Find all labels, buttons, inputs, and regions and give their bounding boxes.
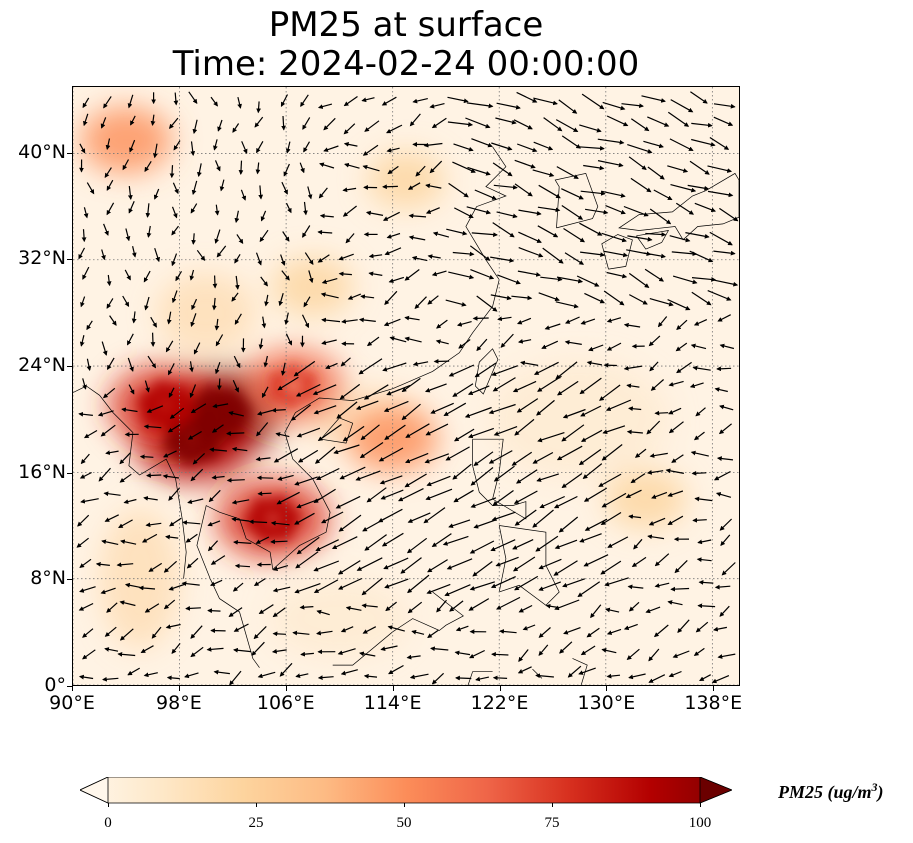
lon-tick-label: 130°E [577, 692, 636, 714]
colorbar-tick-mark [700, 803, 701, 807]
colorbar-tick-mark [552, 803, 553, 807]
lat-tick-label: 32°N [18, 247, 66, 270]
lon-tick-mark [713, 686, 715, 691]
colorbar-tick-mark [108, 803, 109, 807]
lon-tick-label: 90°E [49, 692, 95, 714]
colorbar-tick-label: 50 [396, 815, 412, 831]
coastlines [73, 146, 739, 685]
lon-tick-label: 114°E [363, 692, 422, 714]
colorbar-tick-label: 0 [104, 815, 112, 831]
wind-vectors [76, 91, 739, 685]
lon-tick-mark [392, 686, 394, 691]
colorbar-tick-label: 100 [688, 815, 712, 831]
colorbar-tick-label: 25 [248, 815, 264, 831]
pm25-region-cambodia [216, 478, 330, 560]
lon-tick-mark [499, 686, 501, 691]
colorbar-tick-mark [404, 803, 405, 807]
pm25-region-guangxi [241, 349, 344, 423]
map-title: PM25 at surface [268, 5, 544, 45]
lat-tick-label: 0° [44, 674, 66, 696]
lat-tick-mark [67, 366, 72, 367]
lat-tick-label: 24°N [18, 354, 66, 376]
lon-tick-label: 122°E [470, 692, 529, 714]
lon-tick-mark [72, 686, 73, 691]
pm25-region-yangtze [272, 256, 354, 316]
lat-tick-label: 16°N [18, 460, 66, 483]
lon-tick-mark [606, 686, 608, 691]
lon-tick-mark [285, 686, 287, 691]
colorbar-min-extend [80, 777, 109, 804]
lon-tick-mark [178, 686, 180, 691]
lat-tick-mark [67, 152, 72, 154]
colorbar-max-extend [699, 777, 732, 804]
colorbar-tick-mark [256, 803, 257, 807]
map-panel [72, 86, 740, 686]
lat-tick-mark [67, 686, 72, 687]
gridlines [73, 87, 739, 685]
lon-tick-label: 98°E [156, 692, 202, 714]
map-time: Time: 2024-02-24 00:00:00 [172, 44, 640, 84]
lat-tick-label: 40°N [18, 140, 66, 163]
lat-tick-mark [67, 579, 72, 581]
pm25-region-western-pacific [605, 469, 687, 529]
lon-tick-label: 138°E [684, 692, 743, 714]
pm25-region-north-china [367, 151, 445, 209]
map-canvas [73, 87, 739, 685]
lon-tick-label: 106°E [256, 692, 315, 714]
lat-tick-mark [67, 472, 72, 474]
pm25-field [73, 87, 739, 685]
colorbar-title: PM25 (ug/m3) [778, 780, 884, 802]
lat-tick-mark [67, 259, 72, 261]
colorbar [80, 777, 732, 804]
lat-tick-label: 8°N [30, 567, 66, 590]
colorbar-tick-label: 75 [544, 815, 560, 831]
